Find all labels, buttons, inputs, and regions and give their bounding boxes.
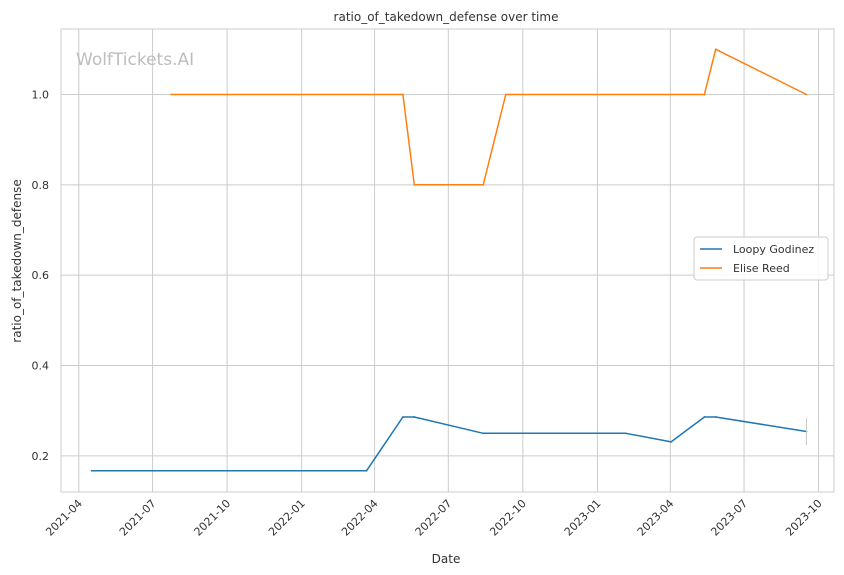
y-tick-label: 1.0	[32, 88, 50, 101]
legend-box	[693, 236, 829, 281]
series-line-loopy-godinez	[91, 416, 807, 472]
x-axis-label: Date	[432, 552, 461, 566]
chart-title: ratio_of_takedown_defense over time	[334, 10, 559, 24]
data-point-elise-reed	[714, 48, 717, 51]
data-point-elise-reed	[413, 183, 416, 186]
data-point-elise-reed	[170, 93, 173, 96]
data-point-loopy-godinez	[365, 469, 368, 472]
y-tick-label: 0.8	[32, 179, 50, 192]
y-tick-label: 0.4	[32, 360, 50, 373]
legend-label: Elise Reed	[733, 262, 790, 275]
data-point-elise-reed	[504, 93, 507, 96]
data-point-elise-reed	[402, 93, 404, 96]
data-point-loopy-godinez	[413, 416, 416, 418]
data-point-loopy-godinez	[703, 416, 706, 418]
data-point-loopy-godinez	[714, 416, 717, 418]
data-point-elise-reed	[482, 183, 485, 186]
y-axis-label: ratio_of_takedown_defense	[10, 179, 24, 342]
data-point-elise-reed	[805, 93, 808, 96]
y-tick-labels: 0.2 0.4 0.6 0.8 1.0	[32, 88, 50, 462]
legend-label: Loopy Godinez	[733, 243, 814, 256]
legend: Loopy Godinez Elise Reed	[693, 236, 829, 281]
series-line-elise-reed	[171, 48, 807, 186]
data-point-loopy-godinez	[624, 432, 627, 435]
watermark: WolfTickets.AI	[76, 50, 194, 70]
data-point-elise-reed	[703, 93, 706, 96]
data-point-loopy-godinez	[670, 440, 673, 443]
data-point-loopy-godinez	[90, 469, 93, 472]
y-tick-label: 0.6	[32, 269, 50, 282]
series-layer	[90, 48, 808, 472]
data-point-loopy-godinez	[402, 416, 404, 418]
plot-area-frame	[60, 28, 835, 493]
y-tick-label: 0.2	[32, 450, 50, 463]
data-point-loopy-godinez	[482, 432, 485, 435]
